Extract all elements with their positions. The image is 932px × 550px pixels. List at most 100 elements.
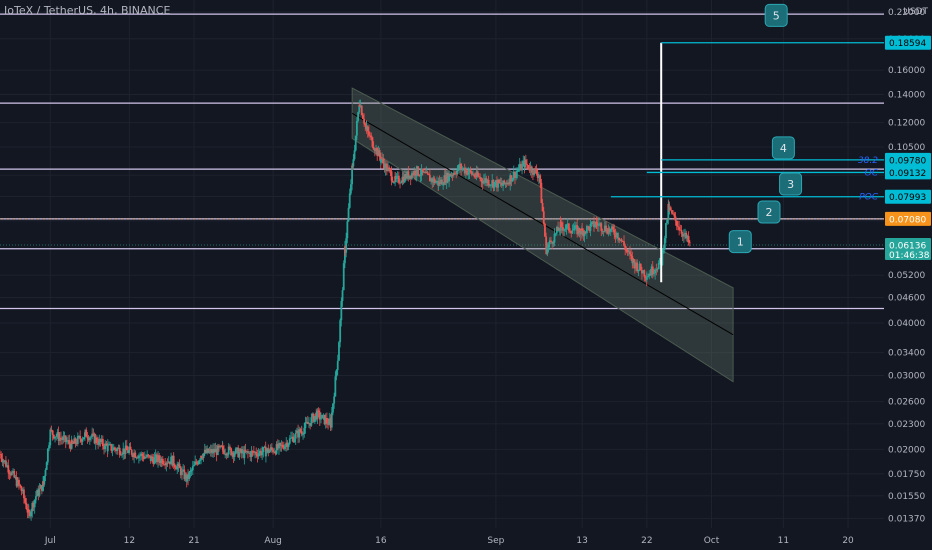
candle-body (27, 509, 30, 512)
candle-body (336, 360, 339, 363)
candle-body (612, 226, 615, 230)
candle-body (617, 237, 619, 239)
candle-body (346, 221, 349, 239)
candle-body (476, 171, 479, 177)
candle-body (251, 451, 254, 452)
candle-body (258, 450, 261, 454)
candle-body (456, 169, 459, 174)
candle-body (220, 445, 223, 447)
target-tag: 38.2 (858, 156, 878, 166)
candle-body (108, 444, 110, 446)
candle-body (116, 448, 119, 451)
candle-body (98, 439, 101, 445)
candle-body (96, 437, 98, 443)
candle-body (369, 135, 371, 137)
candle-body (680, 230, 683, 234)
candle-body (164, 464, 167, 466)
candle-body (516, 170, 519, 173)
candle-body (42, 481, 45, 485)
candle-body (399, 182, 401, 184)
candle-body (261, 452, 264, 456)
candle-body (479, 176, 482, 179)
candle-body (230, 448, 232, 456)
candle-body (385, 163, 388, 172)
candle-body (316, 410, 319, 420)
candle-body (538, 175, 540, 177)
candle-body (154, 454, 157, 458)
candle-body (421, 168, 424, 173)
price-label-box (885, 152, 931, 167)
candle-body (439, 179, 442, 184)
candle-body (266, 448, 269, 452)
candle-body (390, 171, 393, 181)
candle-body (334, 376, 337, 397)
candle-body (281, 444, 284, 448)
candle-body (76, 436, 79, 444)
candle-body (322, 414, 325, 416)
candle-body (312, 414, 315, 422)
candle-body (499, 182, 502, 184)
candle-body (508, 182, 510, 185)
candle-body (448, 173, 450, 182)
candle-body (78, 436, 80, 437)
candle-body (351, 165, 353, 185)
candle-body (139, 455, 141, 457)
y-tick-label: 0.02600 (888, 398, 925, 408)
candle-body (657, 262, 660, 269)
candle-body (620, 239, 623, 242)
candle-body (484, 178, 486, 181)
candle-body (56, 432, 59, 437)
candle-body (545, 236, 548, 245)
candle-body (122, 448, 125, 455)
candle-body (504, 183, 507, 184)
candle-body (257, 453, 260, 457)
candle-body (669, 207, 672, 211)
candle-body (195, 461, 198, 463)
candle-body (150, 456, 152, 461)
candle-body (342, 263, 345, 291)
candle-body (297, 430, 299, 438)
candle-body (212, 448, 214, 454)
candle-body (451, 174, 454, 176)
candle-body (533, 168, 536, 175)
candle-body (151, 456, 154, 459)
currency-label: USDT (903, 7, 928, 17)
candle-body (523, 159, 526, 168)
candle-body (535, 169, 538, 175)
price-axis-bg (884, 0, 932, 550)
candle-body (10, 472, 13, 476)
candle-body (135, 457, 138, 459)
candle-body (119, 454, 122, 456)
candle-body (553, 233, 556, 243)
candle-body (124, 445, 127, 454)
candle-body (9, 473, 12, 476)
candle-body (522, 161, 525, 164)
candle-body (15, 477, 18, 487)
candle-body (396, 175, 399, 177)
callout-number: 1 (737, 236, 744, 249)
candle-body (310, 417, 313, 426)
candle-body (563, 229, 566, 231)
candle-body (185, 474, 188, 482)
candle-body (532, 172, 534, 175)
candle-body (441, 179, 443, 185)
candle-body (134, 452, 137, 458)
candle-body (181, 470, 183, 476)
candle-body (560, 222, 563, 227)
candle-body (145, 457, 147, 458)
candle-body (360, 105, 363, 115)
candle-body (596, 223, 599, 226)
candle-body (656, 268, 659, 270)
candle-body (584, 231, 587, 234)
candle-body (394, 176, 397, 179)
candle-body (559, 221, 562, 223)
y-tick-label: 0.02300 (888, 420, 925, 430)
candle-body (608, 228, 611, 232)
candle-body (263, 446, 266, 448)
callout-badge (728, 230, 752, 254)
candle-body (478, 176, 480, 177)
candle-body (381, 158, 383, 160)
candle-body (540, 182, 543, 203)
callout-badge (764, 3, 788, 27)
